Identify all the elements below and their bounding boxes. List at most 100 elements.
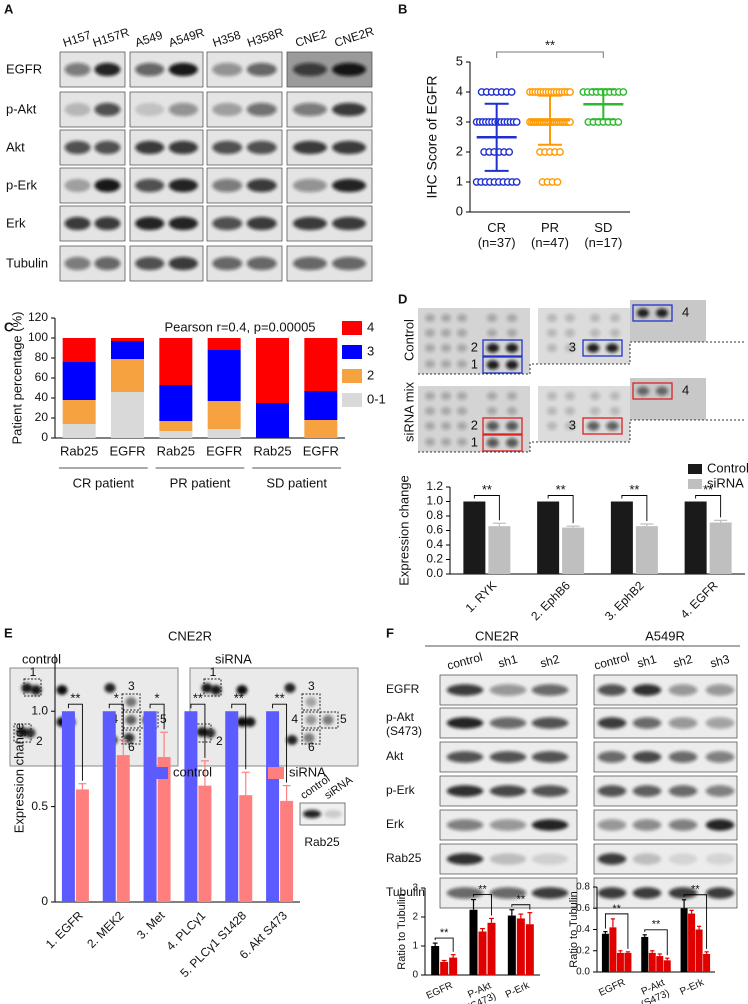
row-label: Erk <box>6 215 26 230</box>
bar-segment <box>62 400 96 424</box>
array-spot <box>487 392 497 400</box>
y-tick-label: 3 <box>456 113 463 128</box>
bar <box>610 501 633 574</box>
array-spot <box>425 392 435 400</box>
cut-line <box>418 341 745 375</box>
significance-bracket <box>231 703 247 770</box>
bar <box>641 936 649 972</box>
y-tick-label: 0.2 <box>426 552 443 566</box>
bar <box>266 711 280 902</box>
significance-label: ** <box>652 919 661 931</box>
array-box <box>301 729 321 745</box>
x-tick-label: Rab25 <box>157 443 195 458</box>
y-tick-label: 0.6 <box>426 523 443 537</box>
significance-label: ** <box>70 691 80 706</box>
array-spot <box>303 733 315 743</box>
y-tick-label: 0.8 <box>576 882 590 893</box>
panel-label: F <box>386 625 394 640</box>
blot-band <box>135 256 165 271</box>
significance-label: * <box>155 691 160 706</box>
bar <box>656 956 664 972</box>
spot-label: 6 <box>308 740 315 754</box>
legend-label: siRNA <box>707 475 744 490</box>
y-tick-label: 1 <box>456 173 463 188</box>
blot-band <box>64 178 91 193</box>
bar-segment <box>159 431 193 438</box>
array-spot <box>506 360 518 370</box>
blot-band <box>212 216 243 231</box>
array-spot <box>457 422 467 430</box>
dot-row <box>538 178 562 186</box>
row-label: EGFR <box>386 682 420 696</box>
spot-label: 2 <box>216 734 223 748</box>
blot-band <box>168 102 198 117</box>
bar-segment <box>207 429 241 438</box>
array-spot <box>547 344 557 352</box>
bar-segment <box>159 421 193 431</box>
significance-label: ** <box>703 482 713 497</box>
y-tick-label: 2 <box>456 143 463 158</box>
array-spot <box>125 715 137 725</box>
blot-band <box>632 853 662 865</box>
blot-band <box>135 178 165 193</box>
column-label: A549R <box>167 25 207 50</box>
blot-band <box>332 102 367 117</box>
significance-label: ** <box>556 482 566 497</box>
bar-segment <box>207 350 241 401</box>
array-spot <box>457 438 467 446</box>
significance-bracket <box>621 495 648 521</box>
array-spot <box>284 683 296 693</box>
array-spot <box>425 344 435 352</box>
blot-band <box>212 62 243 77</box>
legend-swatch <box>688 479 702 489</box>
array-spot <box>656 386 668 396</box>
blot-band <box>332 178 367 193</box>
legend-swatch <box>268 767 284 779</box>
array-spot <box>507 329 517 337</box>
y-tick-label: 3 <box>412 883 418 894</box>
y-tick-label: 0 <box>456 203 463 218</box>
blot-band <box>705 684 735 696</box>
legend-label: siRNA <box>289 764 326 779</box>
significance-bracket <box>496 51 604 58</box>
legend-swatch <box>342 345 362 359</box>
blot-band <box>489 887 527 899</box>
significance-bracket <box>695 495 722 518</box>
blot-band <box>446 717 484 729</box>
row-label: Tubulin <box>6 255 48 270</box>
array-spot <box>565 392 575 400</box>
array-spot <box>565 329 575 337</box>
array-spot <box>305 715 317 725</box>
array-spot <box>587 421 599 431</box>
blot-band <box>531 751 569 763</box>
array-spot <box>507 392 517 400</box>
array-spot <box>487 360 499 370</box>
bar-segment <box>304 391 338 420</box>
condition-label: Control <box>401 319 416 361</box>
blot-band <box>705 887 735 899</box>
array-spot <box>125 697 137 707</box>
array-spot <box>637 386 649 396</box>
x-tick-label: P-Erk <box>504 980 532 1001</box>
bar-segment <box>62 424 96 438</box>
row-label: EGFR <box>6 61 42 76</box>
bar <box>469 909 478 975</box>
array-box <box>319 711 339 729</box>
significance-label: ** <box>629 482 639 497</box>
significance-bracket <box>190 703 206 758</box>
array-spot <box>457 360 467 368</box>
bar-segment <box>111 359 144 392</box>
array-spot <box>441 407 451 415</box>
bar <box>695 929 703 972</box>
array-spot <box>425 314 435 322</box>
array-box <box>301 693 321 711</box>
array-spot <box>506 421 518 431</box>
row-label: Rab25 <box>386 851 422 865</box>
array-spot <box>305 697 317 707</box>
significance-bracket <box>149 703 165 730</box>
panel-label: C <box>4 319 14 334</box>
significance-bracket <box>683 894 708 949</box>
blot-band <box>94 256 121 271</box>
blot-band <box>135 62 165 77</box>
bar-segment <box>304 338 338 391</box>
